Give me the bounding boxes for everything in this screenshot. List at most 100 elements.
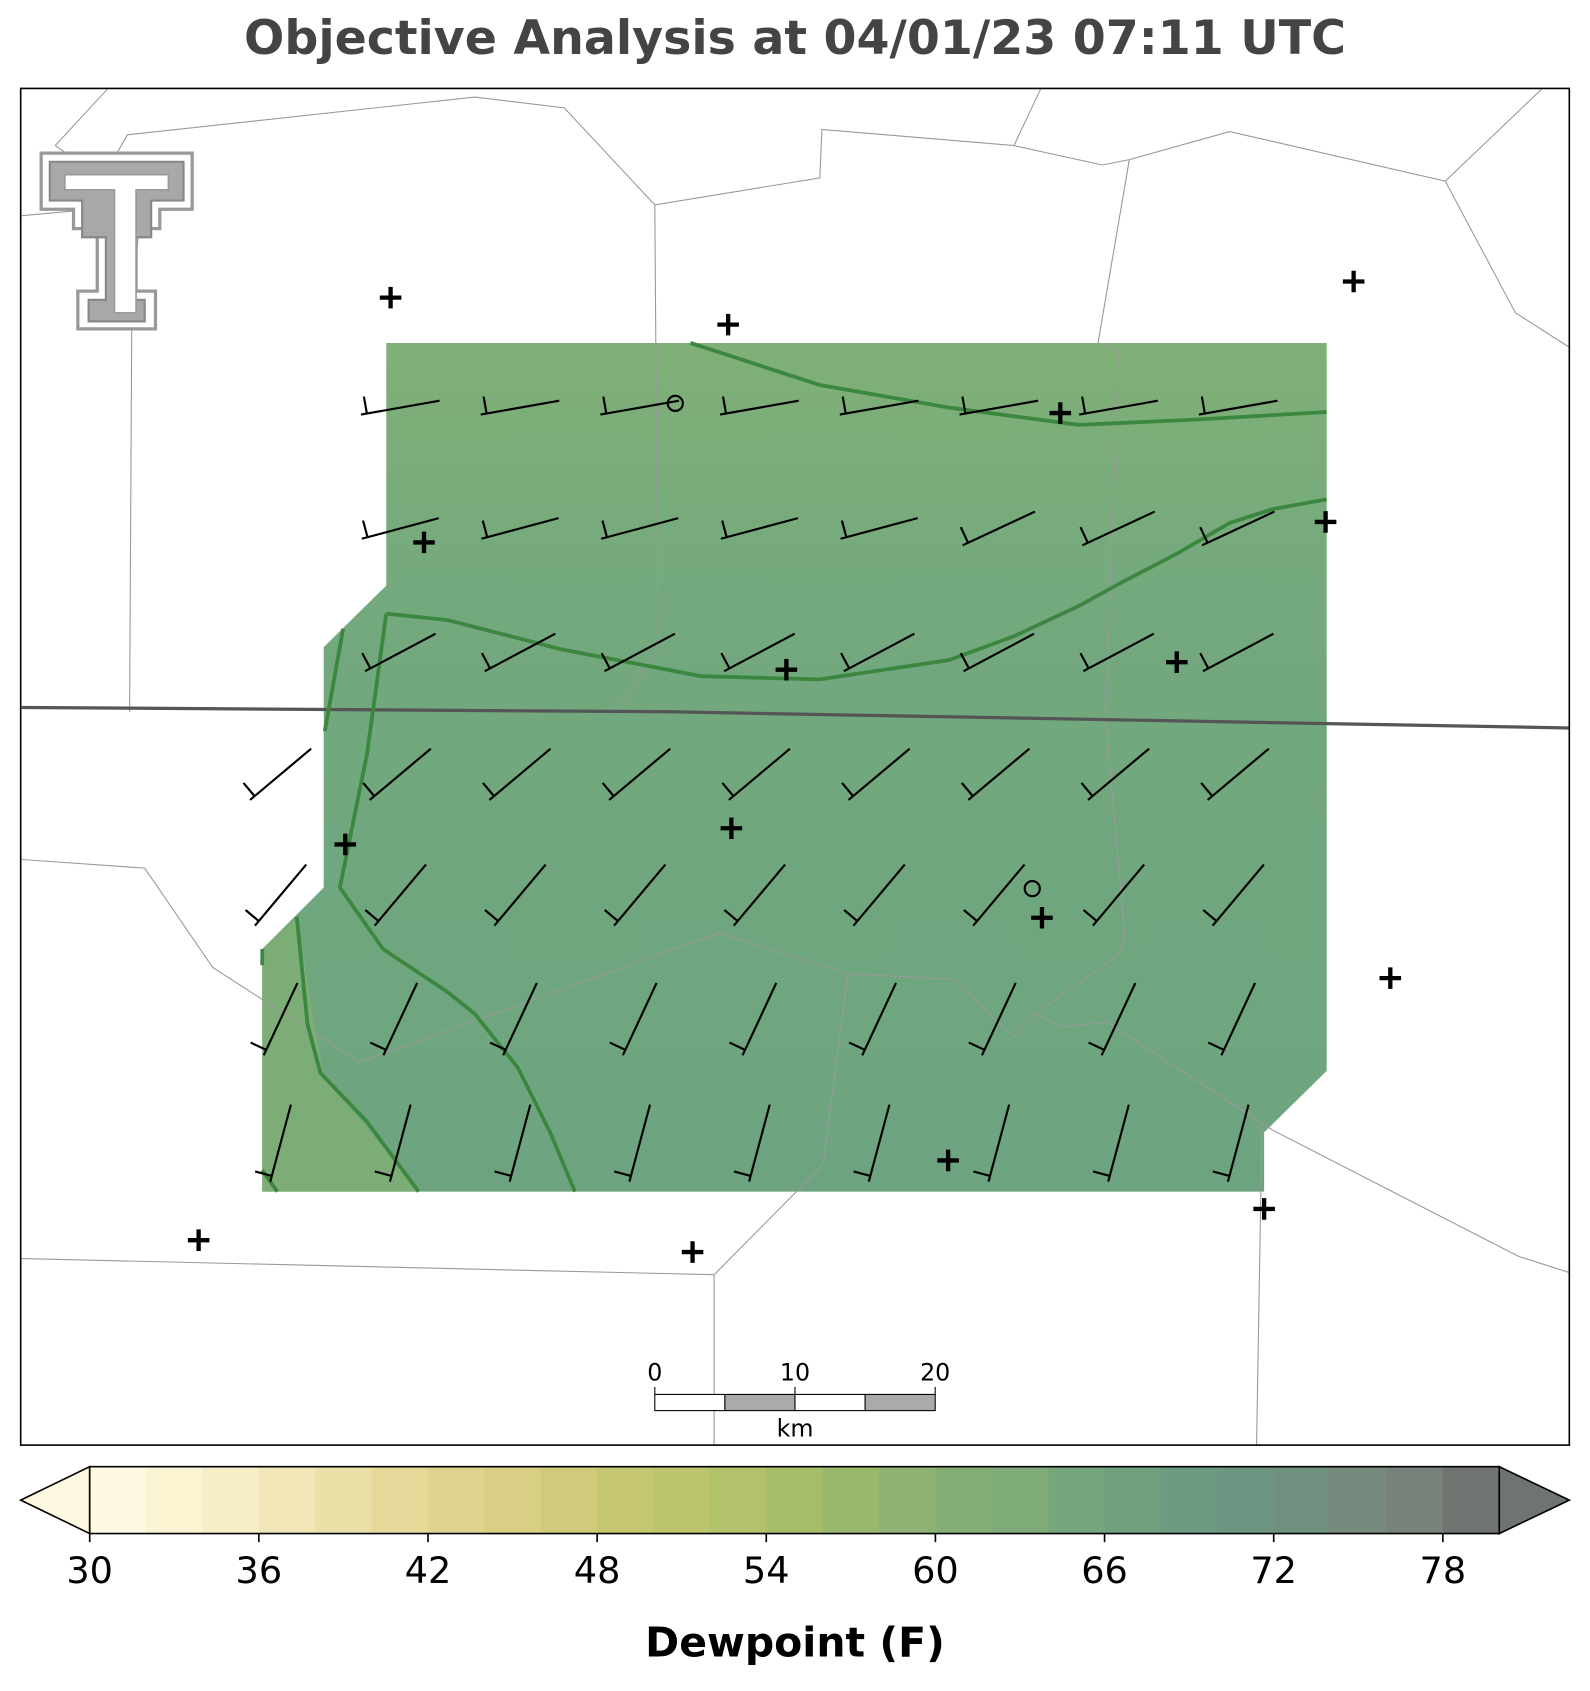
wind-barb-flag	[721, 520, 728, 538]
wind-barb	[1211, 863, 1265, 927]
wind-barb-flag	[843, 909, 859, 922]
colorbar-extend-high	[1498, 1465, 1572, 1535]
wind-barb	[1226, 1104, 1250, 1182]
colorbar-segment	[1217, 1466, 1275, 1534]
colorbar-tick-label: 78	[1420, 1549, 1467, 1592]
colorbar-segment	[371, 1466, 429, 1534]
scale-tick-label: 20	[920, 1358, 950, 1386]
contour	[322, 628, 345, 732]
calm-station	[666, 394, 684, 412]
colorbar-segment	[1442, 1466, 1500, 1534]
logo-mark	[64, 173, 170, 314]
scale-segment	[864, 1393, 936, 1412]
colorbar-segment	[1048, 1466, 1106, 1534]
wind-barb	[369, 747, 432, 801]
map-frame	[19, 87, 1571, 1446]
station	[187, 1229, 210, 1251]
station	[1379, 967, 1402, 989]
wind-barb	[840, 517, 918, 540]
county-line	[1034, 159, 1570, 1274]
wind-barb-flag	[959, 526, 970, 544]
wind-barb-flag	[1080, 782, 1094, 797]
wind-barb	[481, 517, 559, 540]
wind-barb-flag	[244, 909, 260, 922]
dewpoint-field-low	[262, 916, 419, 1192]
wind-barb	[1082, 632, 1155, 673]
wind-barb-flag	[728, 1041, 746, 1051]
wind-barb	[1220, 982, 1257, 1056]
wind-barb-flag	[1081, 396, 1087, 414]
station	[720, 817, 743, 840]
wind-barb	[972, 863, 1026, 927]
colorbar-segment	[89, 1466, 147, 1534]
wind-barb-flag	[841, 782, 854, 797]
wind-barb-flag	[853, 1170, 871, 1177]
wind-barb	[1081, 510, 1156, 547]
wind-barb-flag	[1079, 652, 1090, 669]
map	[21, 88, 1570, 1446]
wind-barb-flag	[250, 1041, 267, 1051]
wind-barb-flag	[603, 909, 619, 922]
colorbar-label: Dewpoint (F)	[645, 1619, 945, 1667]
scale-unit: km	[777, 1415, 814, 1443]
title: Objective Analysis at 04/01/23 07:11 UTC	[244, 11, 1346, 66]
wind-barb	[621, 982, 658, 1056]
wind-barb	[488, 747, 552, 801]
wind-barb	[249, 747, 312, 801]
wind-barb	[852, 863, 906, 927]
colorbar-tick-label: 48	[574, 1549, 621, 1592]
wind-barb-flag	[1202, 909, 1218, 922]
wind-barb	[963, 632, 1035, 673]
scale-segment	[724, 1393, 796, 1412]
colorbar-segment	[597, 1466, 655, 1534]
colorbar-segment	[146, 1466, 203, 1534]
wind-barb-flag	[973, 1170, 991, 1177]
station	[413, 531, 435, 554]
station	[334, 833, 357, 856]
station	[681, 1241, 704, 1263]
wind-barb-flag	[482, 396, 488, 414]
wind-barb	[748, 1104, 771, 1182]
scale-segment	[654, 1393, 726, 1412]
wind-barb-flag	[720, 652, 731, 669]
wind-barb	[1087, 747, 1150, 801]
wind-barb-flag	[242, 782, 256, 797]
county-line	[54, 88, 109, 146]
wind-barb	[480, 399, 560, 416]
wind-barb	[1201, 510, 1275, 547]
wind-barb-flag	[600, 652, 611, 669]
wind-barb-flag	[841, 396, 847, 414]
wind-barb	[600, 517, 679, 540]
wind-barb	[603, 632, 676, 673]
wind-barb	[360, 399, 440, 416]
colorbar-segment	[315, 1466, 373, 1534]
station	[717, 313, 739, 336]
colorbar-segment	[653, 1466, 711, 1534]
colorbar-tick-label: 42	[405, 1549, 452, 1592]
wind-barb	[493, 863, 547, 927]
wind-barb	[728, 747, 791, 801]
wind-barb-flag	[494, 1170, 512, 1177]
wind-barb-flag	[480, 652, 492, 669]
wind-barb-flag	[484, 909, 499, 922]
wind-barb	[732, 863, 786, 927]
wind-barb	[613, 863, 667, 927]
wind-barb-flag	[1092, 1170, 1111, 1177]
wind-barb	[364, 632, 437, 673]
wind-barb	[959, 399, 1039, 416]
scale-tick-label: 10	[780, 1358, 810, 1386]
station	[1049, 402, 1072, 424]
wind-barb-flag	[369, 1041, 387, 1051]
wind-barb-flag	[1199, 526, 1209, 544]
wind-barb-flag	[601, 520, 608, 538]
wind-barb-flag	[733, 1170, 751, 1177]
wind-barb-flag	[959, 652, 970, 669]
wind-barb	[269, 1104, 292, 1182]
wind-barb	[1198, 399, 1278, 416]
colorbar-extend-low	[18, 1465, 91, 1535]
colorbar-segment	[1273, 1466, 1331, 1534]
wind-barb	[608, 747, 671, 801]
wind-barb	[962, 510, 1036, 547]
